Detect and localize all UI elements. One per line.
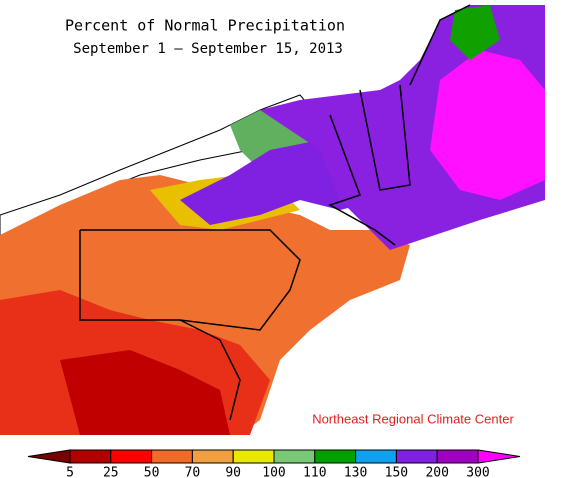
state-border xyxy=(409,4,471,86)
map xyxy=(0,4,545,435)
legend-label: 130 xyxy=(344,466,367,478)
legend: 5 25 50 70 90 100 110 130 150 200 300 xyxy=(27,449,521,478)
legend-label: 150 xyxy=(385,466,408,478)
region-darkred xyxy=(60,350,230,435)
state-border xyxy=(359,84,411,191)
legend-label: 25 xyxy=(103,466,119,478)
legend-arrow-low xyxy=(27,449,71,464)
legend-label: 90 xyxy=(225,466,241,478)
state-border xyxy=(179,319,241,421)
legend-swatch xyxy=(273,449,316,464)
map-title: Percent of Normal Precipitation xyxy=(65,17,345,35)
credit: Northeast Regional Climate Center xyxy=(312,411,514,426)
region-magenta xyxy=(430,50,545,200)
legend-label: 200 xyxy=(425,466,448,478)
legend-swatch xyxy=(232,449,275,464)
legend-label: 50 xyxy=(144,466,160,478)
legend-swatch xyxy=(355,449,397,464)
legend-label: 100 xyxy=(262,466,285,478)
state-border xyxy=(79,229,301,331)
legend-swatch xyxy=(110,449,153,464)
region-green-me xyxy=(450,5,500,60)
legend-label: 300 xyxy=(466,466,489,478)
legend-label: 70 xyxy=(185,466,201,478)
legend-swatch xyxy=(191,449,234,464)
legend-label: 5 xyxy=(66,466,74,478)
legend-label: 110 xyxy=(303,466,326,478)
legend-swatch xyxy=(436,449,479,464)
state-border xyxy=(328,114,396,246)
legend-swatch xyxy=(314,449,357,464)
legend-swatch xyxy=(151,449,193,464)
legend-swatch xyxy=(395,449,438,464)
legend-arrow-high xyxy=(477,449,521,464)
legend-swatch xyxy=(69,449,112,464)
map-subtitle: September 1 — September 15, 2013 xyxy=(73,41,343,57)
